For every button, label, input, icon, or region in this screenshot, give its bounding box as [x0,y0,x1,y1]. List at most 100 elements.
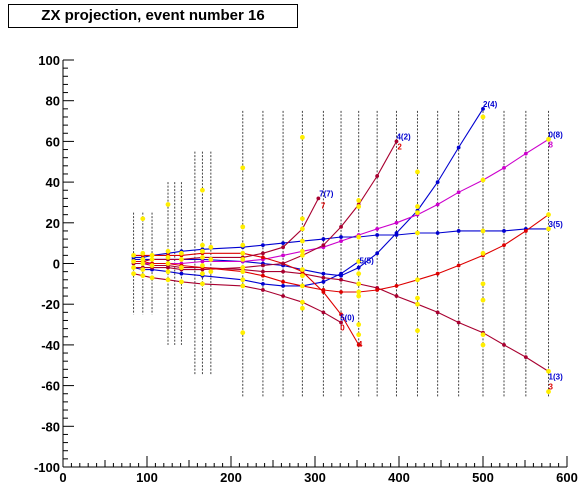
track-point [375,174,380,178]
hit-marker [165,202,171,207]
hit-marker [415,210,420,216]
hit-marker [240,277,246,283]
track-label: 3(5) [549,220,564,229]
track-point [261,273,265,278]
track-point [281,283,285,288]
track-point [523,151,528,156]
hit-marker [149,257,155,262]
hit-marker [356,332,362,338]
hit-marker [208,244,214,250]
hit-marker [131,259,136,264]
track-point [502,229,506,233]
track-point [321,310,326,315]
track-point [502,343,506,347]
hit-marker [200,242,205,248]
hit-marker [131,252,136,258]
track-point [321,271,326,276]
hit-marker [356,281,362,287]
hit-marker [240,165,246,171]
hit-marker [356,293,362,299]
hit-marker [300,226,305,232]
hit-marker [200,263,205,268]
hit-marker [200,248,205,254]
hit-marker [179,257,184,262]
hit-marker [240,257,246,262]
hit-marker [200,271,205,277]
hit-marker [165,269,171,275]
hit-marker [356,322,362,327]
hit-marker [415,204,420,209]
hit-marker [300,238,305,244]
track-point [394,283,399,288]
track-point [166,265,170,270]
hit-marker [200,281,205,287]
hit-marker [240,224,246,230]
hit-marker [546,389,551,395]
track-point [339,271,343,276]
track-label: 5(0) [340,313,355,322]
hit-marker [300,267,305,273]
track-point [339,320,343,325]
hit-marker [480,250,486,256]
y-tick-label: 80 [46,94,60,109]
track-point [321,279,326,284]
hit-marker [240,269,246,275]
hit-marker [140,250,146,256]
track-point [281,245,285,250]
track-point [339,312,343,317]
hit-marker [356,259,362,264]
y-tick-label: 60 [46,134,60,149]
track-point [339,235,343,239]
track-point [261,243,265,248]
y-tick-label: 40 [46,175,60,190]
hit-marker [149,252,155,258]
track-point [321,275,326,280]
track-line [133,138,549,265]
chart-title: ZX projection, event number 16 [8,4,298,28]
track-label: 2(4) [483,100,498,109]
track-line [133,262,549,372]
y-tick-label: -20 [41,297,60,312]
track-label: 4 [358,340,363,349]
track-point [523,355,528,360]
track-point [261,263,265,268]
track-point [435,310,440,315]
track-point [339,277,343,282]
track-label: 0 [340,324,345,333]
track-point [179,271,184,276]
track-point [375,251,380,256]
track-labels: 2(4) 0(8) 8 4(2) 2 7(7) 7 3(5) 5(5) 5(0) 0 4 1(3) 3 [319,100,563,392]
y-tick-label: -80 [41,419,60,434]
hit-marker [240,265,246,270]
track-point [281,253,285,258]
track-point [281,241,285,246]
track-point [261,281,265,286]
hit-marker [356,204,362,209]
track-line [133,228,549,258]
track-point [356,343,361,347]
track-point [375,233,380,237]
hit-marker [546,368,551,374]
track-point [456,190,461,195]
hit-marker [546,212,551,218]
hit-marker [415,295,420,301]
track-point [456,145,461,150]
hit-marker [356,198,362,203]
hit-marker [300,134,305,140]
hit-marker [165,254,171,260]
hit-marker [165,277,171,283]
track-point [375,288,380,292]
hit-marker [480,342,486,348]
hit-marker [356,234,362,240]
hit-marker [140,257,146,262]
hit-marker [240,242,246,248]
hit-marker [300,305,305,311]
track-point [200,259,205,264]
x-tick-label: 300 [304,470,326,485]
hit-marker [356,271,362,277]
track-point [339,290,343,294]
track-point [321,288,326,292]
hit-marker [179,250,184,256]
track-point [435,231,440,235]
